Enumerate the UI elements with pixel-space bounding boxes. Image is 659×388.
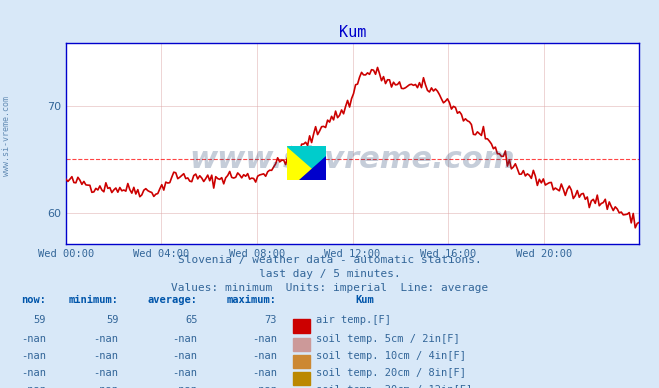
Text: 59: 59 — [106, 315, 119, 326]
Text: -nan: -nan — [21, 368, 46, 378]
Polygon shape — [287, 146, 326, 180]
Text: -nan: -nan — [94, 334, 119, 343]
Text: www.si-vreme.com: www.si-vreme.com — [2, 96, 11, 176]
Text: www.si-vreme.com: www.si-vreme.com — [190, 145, 515, 174]
Text: now:: now: — [21, 295, 46, 305]
Text: -nan: -nan — [173, 334, 198, 343]
Text: 73: 73 — [264, 315, 277, 326]
Bar — [293, 338, 310, 351]
Text: -nan: -nan — [21, 351, 46, 361]
Text: soil temp. 10cm / 4in[F]: soil temp. 10cm / 4in[F] — [316, 351, 467, 361]
Text: Values: minimum  Units: imperial  Line: average: Values: minimum Units: imperial Line: av… — [171, 283, 488, 293]
Text: -nan: -nan — [173, 351, 198, 361]
Text: minimum:: minimum: — [69, 295, 119, 305]
Polygon shape — [287, 146, 326, 180]
Text: -nan: -nan — [94, 385, 119, 388]
Text: last day / 5 minutes.: last day / 5 minutes. — [258, 269, 401, 279]
Text: -nan: -nan — [252, 334, 277, 343]
Text: Kum: Kum — [356, 295, 374, 305]
Text: -nan: -nan — [21, 385, 46, 388]
Bar — [293, 319, 310, 333]
Bar — [293, 355, 310, 368]
Polygon shape — [299, 156, 326, 180]
Text: maximum:: maximum: — [227, 295, 277, 305]
Text: -nan: -nan — [252, 385, 277, 388]
Text: soil temp. 30cm / 12in[F]: soil temp. 30cm / 12in[F] — [316, 385, 473, 388]
Text: 59: 59 — [34, 315, 46, 326]
Text: air temp.[F]: air temp.[F] — [316, 315, 391, 326]
Text: -nan: -nan — [173, 368, 198, 378]
Text: -nan: -nan — [94, 351, 119, 361]
Text: average:: average: — [148, 295, 198, 305]
Text: -nan: -nan — [21, 334, 46, 343]
Text: 65: 65 — [185, 315, 198, 326]
Text: -nan: -nan — [252, 368, 277, 378]
Text: -nan: -nan — [94, 368, 119, 378]
Text: soil temp. 20cm / 8in[F]: soil temp. 20cm / 8in[F] — [316, 368, 467, 378]
Bar — [293, 372, 310, 385]
Text: Slovenia / weather data - automatic stations.: Slovenia / weather data - automatic stat… — [178, 255, 481, 265]
Title: Kum: Kum — [339, 25, 366, 40]
Text: soil temp. 5cm / 2in[F]: soil temp. 5cm / 2in[F] — [316, 334, 460, 343]
Text: -nan: -nan — [173, 385, 198, 388]
Text: -nan: -nan — [252, 351, 277, 361]
